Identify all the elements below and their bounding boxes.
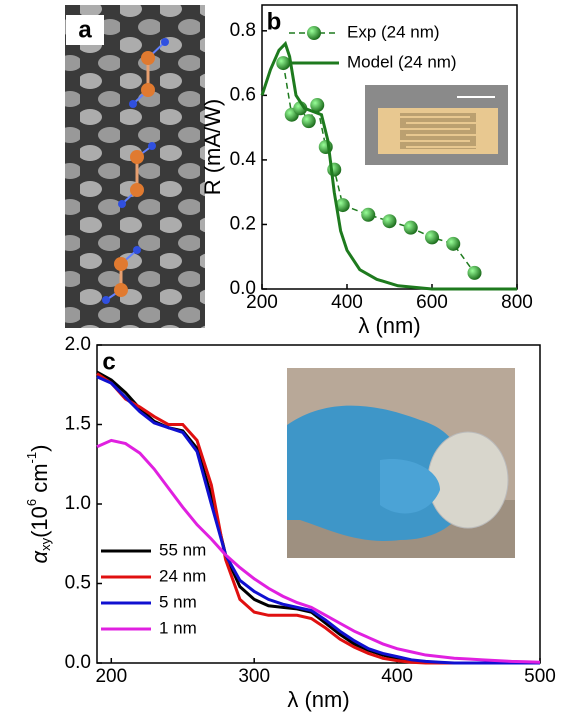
x-tick-label: 800 bbox=[501, 292, 533, 313]
data-point bbox=[446, 237, 460, 251]
x-tick-label: 600 bbox=[416, 292, 448, 313]
x-tick-label: 500 bbox=[524, 666, 556, 687]
figure: a 200 400 600 800 0.0 0.2 0.4 0.6 0.8 λ (nm) R (mA… bbox=[0, 0, 563, 717]
y-tick-label: 0.8 bbox=[230, 20, 256, 41]
y-tick-label: 2.0 bbox=[65, 334, 91, 355]
y-axis-label-part: ) bbox=[27, 445, 52, 452]
x-axis-label: λ (nm) bbox=[358, 313, 420, 338]
device-inset bbox=[365, 85, 508, 165]
y-tick-label: 1.5 bbox=[65, 414, 91, 435]
legend-label: Exp (24 nm) bbox=[347, 22, 440, 41]
y-tick-label: 0.0 bbox=[65, 652, 91, 673]
x-tick-label: 300 bbox=[238, 666, 270, 687]
stem-image: a bbox=[65, 5, 205, 328]
data-point bbox=[468, 266, 482, 280]
y-tick-label: 0.0 bbox=[230, 278, 256, 299]
data-point bbox=[404, 221, 418, 235]
panel-label: a bbox=[78, 16, 92, 43]
y-tick-label: 0.4 bbox=[230, 149, 257, 170]
wafer-photo bbox=[287, 368, 515, 558]
y-axis-label-part: cm bbox=[27, 463, 52, 498]
legend-label: Model (24 nm) bbox=[347, 52, 457, 71]
data-point bbox=[302, 114, 316, 128]
x-tick-label: 200 bbox=[95, 666, 127, 687]
legend-label: 5 nm bbox=[159, 592, 197, 611]
x-tick-label: 400 bbox=[381, 666, 413, 687]
panel-label: b bbox=[267, 8, 282, 35]
panel-label: c bbox=[102, 348, 115, 375]
legend-label: 24 nm bbox=[159, 566, 206, 585]
legend-label: 1 nm bbox=[159, 618, 197, 637]
y-axis-label: R (mA/W) bbox=[200, 99, 225, 196]
data-point bbox=[361, 208, 375, 222]
series-line bbox=[262, 44, 517, 289]
data-point bbox=[383, 214, 397, 228]
y-tick-label: 0.2 bbox=[230, 213, 256, 234]
data-point bbox=[276, 56, 290, 70]
y-tick-label: 0.6 bbox=[230, 84, 256, 105]
page: {"image_panel": {"label": "a"}, "chart_d… bbox=[0, 0, 563, 717]
y-axis-label-part: 6 bbox=[24, 499, 39, 506]
legend-label: 55 nm bbox=[159, 540, 206, 559]
y-axis-label-part: (10 bbox=[27, 506, 52, 538]
x-tick-label: 400 bbox=[331, 292, 363, 313]
legend-marker bbox=[307, 26, 321, 40]
x-axis-label: λ (nm) bbox=[287, 687, 349, 712]
y-axis-label: αxy(106 cm-1) bbox=[24, 445, 53, 564]
y-axis-label-part: xy bbox=[38, 537, 53, 551]
y-tick-label: 0.5 bbox=[65, 573, 91, 594]
data-point bbox=[425, 230, 439, 244]
y-tick-label: 1.0 bbox=[65, 493, 91, 514]
y-axis-label-part: -1 bbox=[24, 452, 39, 464]
